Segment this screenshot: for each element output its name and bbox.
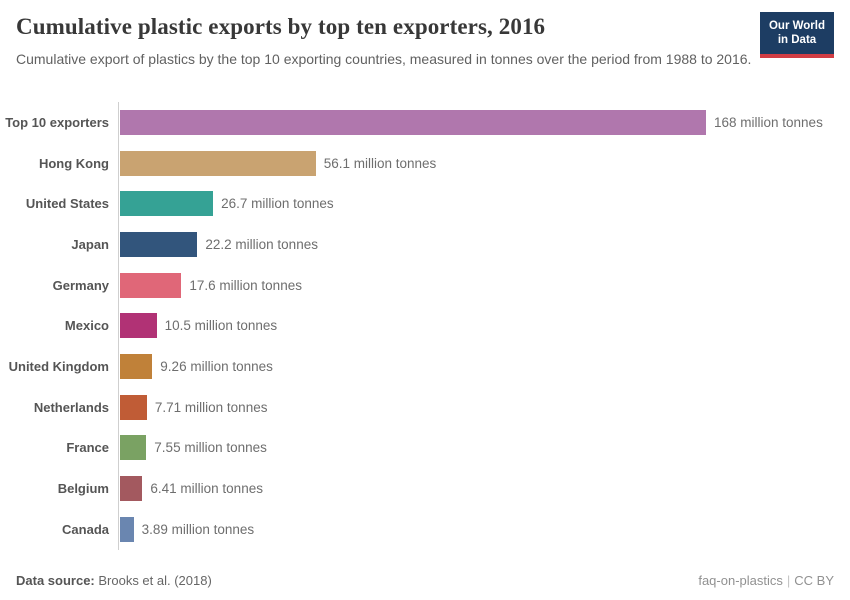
data-source-value: Brooks et al. (2018) <box>94 573 212 588</box>
bar[interactable] <box>120 109 706 135</box>
category-label: France <box>66 440 109 456</box>
bar-area: 22.2 million tonnes <box>118 224 850 265</box>
chart-row: Netherlands 7.71 million tonnes <box>0 386 850 428</box>
chart-row: Belgium 6.41 million tonnes <box>0 468 850 509</box>
category-label: Netherlands <box>33 399 109 415</box>
value-label: 56.1 million tonnes <box>323 155 437 171</box>
value-label: 10.5 million tonnes <box>164 318 278 334</box>
bar[interactable] <box>120 394 147 420</box>
bar[interactable] <box>120 231 198 257</box>
value-label: 6.41 million tonnes <box>150 481 263 497</box>
category-label: Top 10 exporters <box>5 114 109 130</box>
owid-logo[interactable]: Our World in Data <box>760 12 834 58</box>
category-label: United States <box>25 196 109 212</box>
bar-chart: Top 10 exporters 168 million tonnes Hong K… <box>0 102 850 550</box>
value-label: 22.2 million tonnes <box>205 236 318 252</box>
bar[interactable] <box>120 516 134 542</box>
category-label: Belgium <box>57 481 109 497</box>
bar-area: 26.7 million tonnes <box>118 183 850 225</box>
owid-logo-line1: Our World <box>768 20 825 32</box>
bar-area: 10.5 million tonnes <box>118 305 850 347</box>
value-label: 9.26 million tonnes <box>160 358 273 374</box>
chart-footer: Data source: Brooks et al. (2018) faq-on… <box>16 573 834 588</box>
value-label: 7.71 million tonnes <box>154 399 268 415</box>
value-label: 168 million tonnes <box>714 114 823 130</box>
chart-row: Top 10 exporters 168 million tonnes <box>0 102 850 143</box>
owid-logo-red-bar <box>760 53 834 58</box>
bar-area: 9.26 million tonnes <box>118 346 850 387</box>
owid-logo-line2: in Data <box>777 34 817 47</box>
chart-row: United Kingdom 9.26 million tonnes <box>0 346 850 387</box>
bar-area: 17.6 million tonnes <box>118 264 850 306</box>
category-label: Germany <box>52 277 109 293</box>
chart-row: Canada 3.89 million tonnes <box>0 508 850 550</box>
bar[interactable] <box>120 476 143 502</box>
bar[interactable] <box>120 353 153 379</box>
data-source-label: Data source: <box>16 573 95 588</box>
bar-area: 168 million tonnes <box>118 102 850 143</box>
footer-divider: | <box>786 573 791 588</box>
bar[interactable] <box>120 272 182 298</box>
value-label: 3.89 million tonnes <box>141 521 255 537</box>
chart-row: France 7.55 million tonnes <box>0 427 850 469</box>
value-label: 7.55 million tonnes <box>154 440 267 456</box>
chart-row: Mexico 10.5 million tonnes <box>0 305 850 347</box>
value-label: 17.6 million tonnes <box>189 277 302 293</box>
chart-row: Japan 22.2 million tonnes <box>0 224 850 265</box>
bar[interactable] <box>120 150 316 176</box>
bar-area: 56.1 million tonnes <box>118 142 850 184</box>
category-label: Mexico <box>64 318 109 334</box>
chart-title: Cumulative plastic exports by top ten ex… <box>16 14 546 39</box>
footer-attribution: faq-on-plastics | CC BY <box>698 573 834 588</box>
bar-area: 7.55 million tonnes <box>118 427 850 469</box>
attribution-text: faq-on-plastics <box>698 573 783 588</box>
bar[interactable] <box>120 313 157 339</box>
chart-row: Hong Kong 56.1 million tonnes <box>0 142 850 184</box>
chart-row: United States 26.7 million tonnes <box>0 183 850 225</box>
chart-header: Cumulative plastic exports by top ten ex… <box>16 12 834 69</box>
bar-area: 6.41 million tonnes <box>118 468 850 509</box>
category-label: Canada <box>62 521 109 537</box>
bar[interactable] <box>120 191 214 217</box>
category-label: United Kingdom <box>8 358 109 374</box>
value-label: 26.7 million tonnes <box>221 196 334 212</box>
data-source: Data source: Brooks et al. (2018) <box>16 573 212 588</box>
category-label: Hong Kong <box>38 155 109 171</box>
bar[interactable] <box>120 435 147 461</box>
bar-area: 7.71 million tonnes <box>118 386 850 428</box>
chart-subtitle: Cumulative export of plastics by the top… <box>16 51 752 67</box>
chart-row: Germany 17.6 million tonnes <box>0 264 850 306</box>
bar-area: 3.89 million tonnes <box>118 508 850 550</box>
category-label: Japan <box>71 236 109 252</box>
license-link[interactable]: CC BY <box>794 573 834 588</box>
